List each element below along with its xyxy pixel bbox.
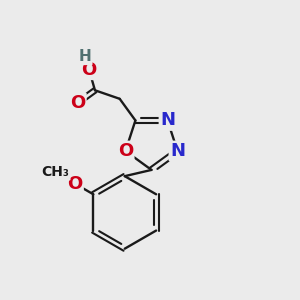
Text: O: O	[118, 142, 133, 160]
Text: O: O	[70, 94, 85, 112]
Text: N: N	[170, 142, 185, 160]
Text: CH₃: CH₃	[42, 165, 69, 179]
Text: O: O	[81, 61, 97, 79]
Text: N: N	[160, 111, 175, 129]
Text: H: H	[79, 50, 92, 64]
Text: O: O	[67, 175, 83, 193]
